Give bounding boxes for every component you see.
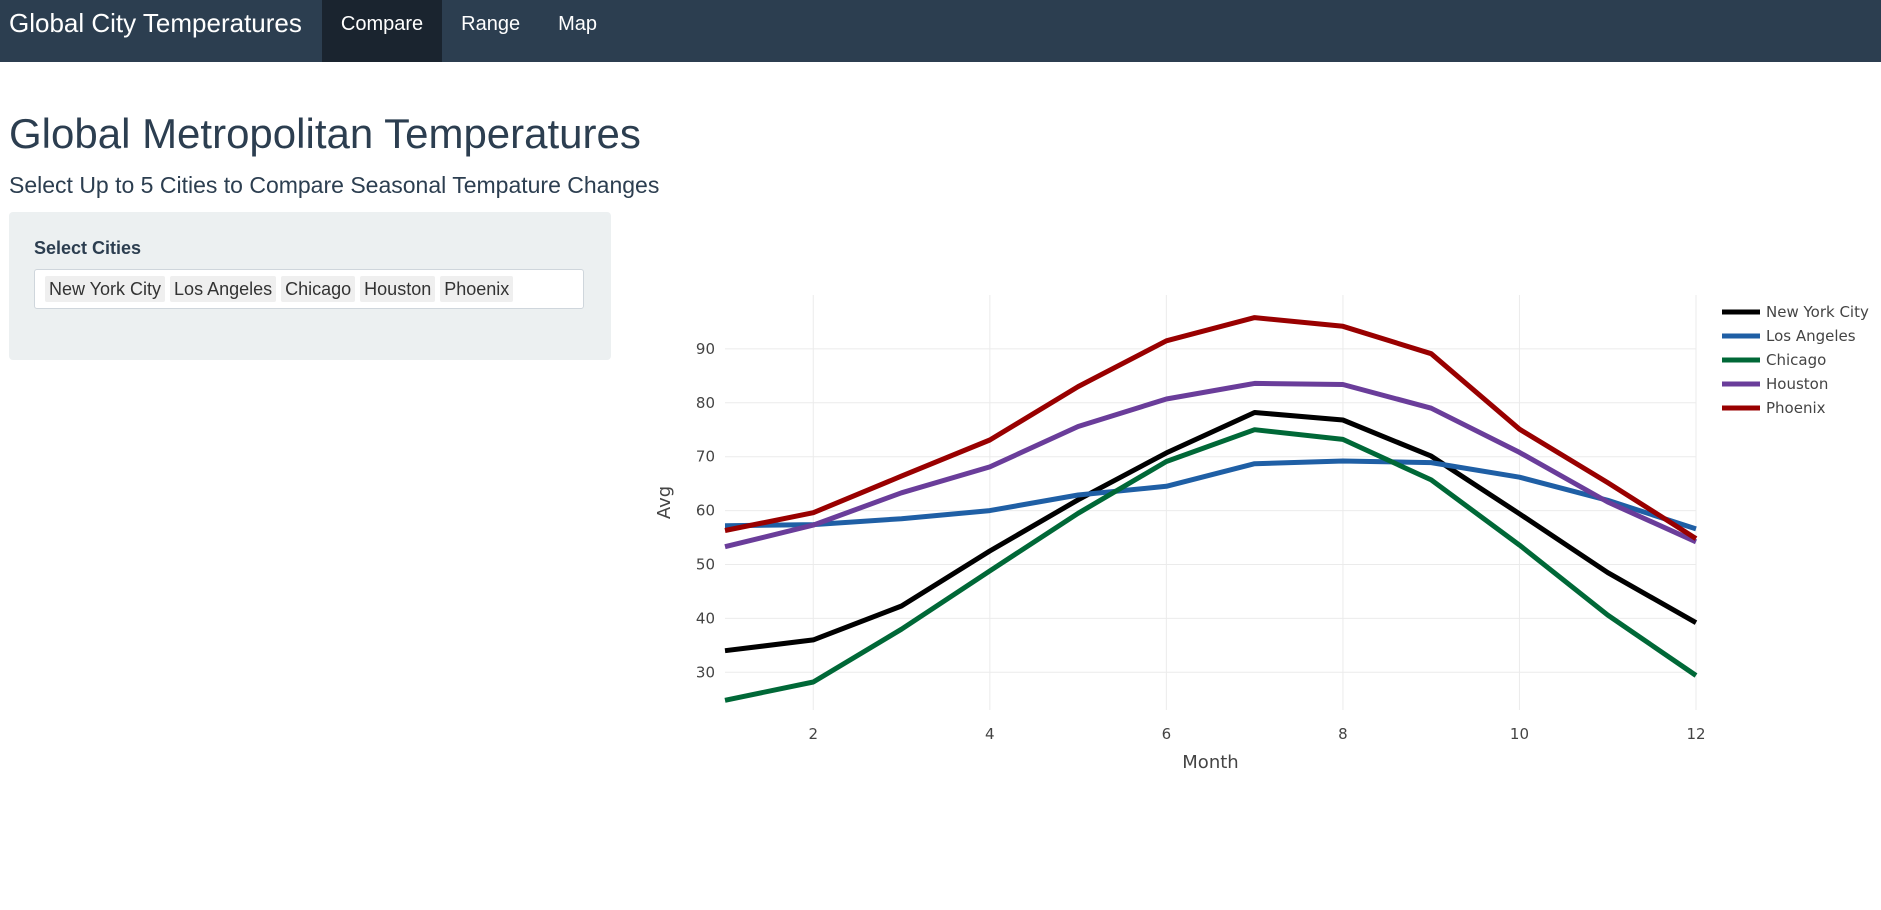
series-line-chicago[interactable] (724, 427, 1698, 703)
navbar: Global City Temperatures Compare Range M… (0, 0, 1881, 62)
x-tick-label: 6 (1162, 725, 1172, 743)
series-line-houston[interactable] (724, 380, 1698, 550)
chart-legend[interactable]: New York City Los Angeles Chicago Houston Ph… (1722, 303, 1869, 417)
legend-item-houston[interactable]: Houston (1722, 375, 1828, 393)
x-tick-label: 2 (808, 725, 818, 743)
city-chip-houston[interactable]: Houston (360, 276, 436, 302)
temperature-line-chart[interactable]: 30 40 50 60 70 80 90 2 4 6 8 10 12 Month Avg New Yor… (650, 280, 1881, 780)
legend-label: Houston (1766, 375, 1828, 393)
page-subtitle: Select Up to 5 Cities to Compare Seasona… (9, 172, 660, 198)
y-tick-label: 30 (696, 663, 715, 681)
x-tick-label: 10 (1510, 725, 1529, 743)
city-selection-panel: Select Cities New York City Los Angeles … (9, 212, 611, 360)
y-tick-label: 50 (696, 555, 715, 573)
tab-map[interactable]: Map (558, 13, 597, 35)
legend-item-chicago[interactable]: Chicago (1722, 351, 1826, 369)
y-tick-label: 90 (696, 340, 715, 358)
y-tick-label: 80 (696, 394, 715, 412)
legend-label: New York City (1766, 303, 1869, 321)
y-axis-title: Avg (654, 486, 675, 519)
series-line-phoenix[interactable] (724, 315, 1698, 541)
y-tick-label: 40 (696, 609, 715, 627)
legend-item-new-york-city[interactable]: New York City (1722, 303, 1869, 321)
x-tick-label: 8 (1338, 725, 1348, 743)
y-tick-label: 60 (696, 502, 715, 520)
city-multiselect-input[interactable]: New York City Los Angeles Chicago Housto… (34, 269, 584, 309)
x-axis-title: Month (1182, 752, 1238, 773)
legend-item-phoenix[interactable]: Phoenix (1722, 399, 1826, 417)
city-chip-los-angeles[interactable]: Los Angeles (170, 276, 277, 302)
city-chip-phoenix[interactable]: Phoenix (440, 276, 514, 302)
city-chip-new-york[interactable]: New York City (45, 276, 166, 302)
tab-compare[interactable]: Compare (321, 0, 443, 62)
page-title: Global Metropolitan Temperatures (9, 110, 641, 157)
legend-item-los-angeles[interactable]: Los Angeles (1722, 327, 1856, 345)
city-chip-chicago[interactable]: Chicago (281, 276, 356, 302)
tab-range[interactable]: Range (461, 13, 521, 35)
x-tick-label: 4 (985, 725, 995, 743)
chart-series-layer (724, 315, 1698, 703)
legend-label: Los Angeles (1766, 327, 1856, 345)
select-cities-label: Select Cities (34, 238, 142, 258)
series-line-new-york-city[interactable] (724, 410, 1698, 654)
chart-gridlines (725, 295, 1697, 710)
series-line-los-angeles[interactable] (724, 458, 1697, 532)
legend-label: Phoenix (1766, 399, 1826, 417)
y-tick-label: 70 (696, 448, 715, 466)
x-tick-label: 12 (1686, 725, 1705, 743)
legend-label: Chicago (1766, 351, 1826, 369)
app-brand[interactable]: Global City Temperatures (9, 8, 302, 38)
chart-ticks: 30 40 50 60 70 80 90 2 4 6 8 10 12 (696, 340, 1706, 743)
